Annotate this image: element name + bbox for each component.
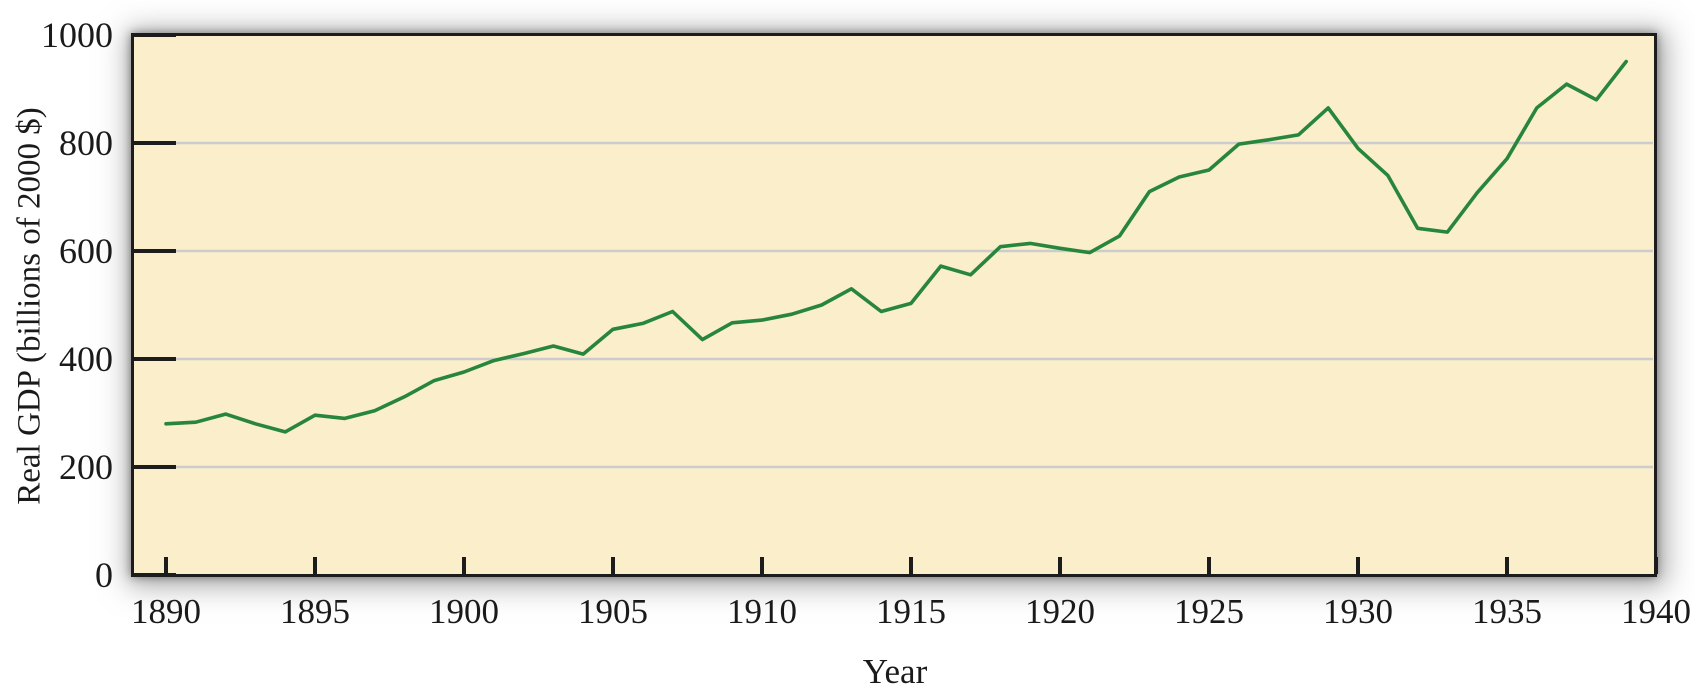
x-tick-label-1930: 1930 (1323, 592, 1393, 631)
plot-area (131, 33, 1657, 577)
x-axis-title: Year (862, 652, 928, 691)
y-tick-label-200: 200 (59, 447, 113, 487)
x-tick-label-1895: 1895 (280, 592, 350, 631)
x-tick-label-1900: 1900 (429, 592, 499, 631)
y-tick-label-800: 800 (59, 123, 113, 163)
x-tick-label-1925: 1925 (1174, 592, 1244, 631)
y-axis-title: Real GDP (billions of 2000 $) (11, 107, 48, 505)
x-tick-label-1890: 1890 (131, 592, 201, 631)
x-tick-label-1935: 1935 (1472, 592, 1542, 631)
y-tick-label-400: 400 (59, 339, 113, 379)
y-tick-label-0: 0 (95, 555, 113, 595)
x-tick-label-1910: 1910 (727, 592, 797, 631)
y-tick-label-1000: 1000 (41, 15, 113, 55)
x-tick-label-1905: 1905 (578, 592, 648, 631)
x-tick-label-1940: 1940 (1621, 592, 1691, 631)
x-tick-label-1915: 1915 (876, 592, 946, 631)
y-tick-label-600: 600 (59, 231, 113, 271)
x-tick-label-1920: 1920 (1025, 592, 1095, 631)
